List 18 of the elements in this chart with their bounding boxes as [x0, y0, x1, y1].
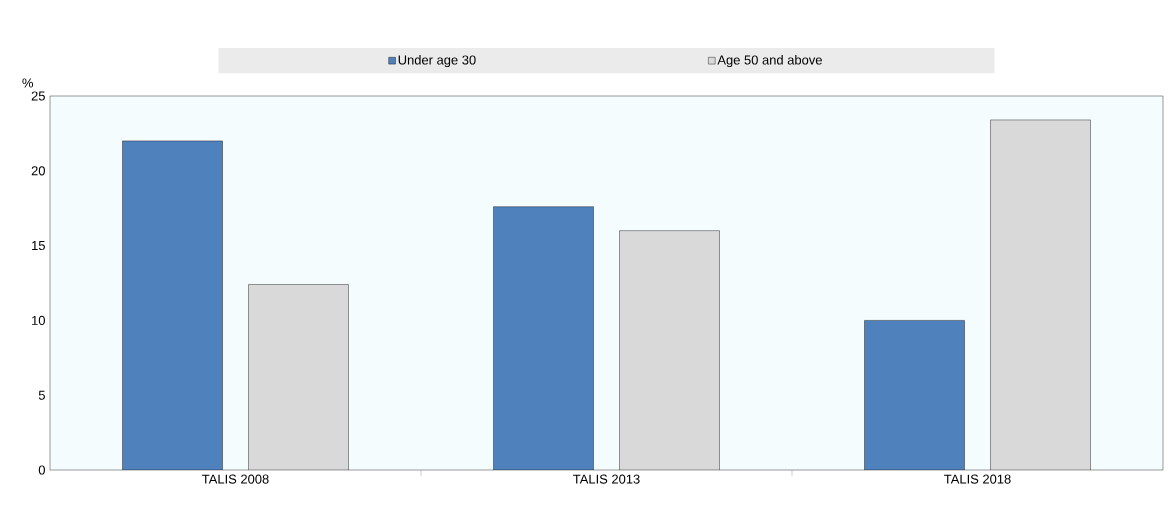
- y-tick-label: 5: [38, 390, 45, 400]
- y-tick-label: 20: [31, 166, 45, 176]
- x-tick-label: TALIS 2013: [573, 474, 640, 484]
- legend-label: Age 50 and above: [717, 55, 822, 68]
- x-tick-label: TALIS 2018: [944, 474, 1011, 484]
- bar: [248, 284, 349, 470]
- legend-label: Under age 30: [398, 55, 476, 68]
- bar: [864, 320, 965, 470]
- x-tick-label: TALIS 2008: [202, 474, 269, 484]
- y-tick-label: 25: [31, 91, 45, 101]
- y-axis-title: %: [22, 78, 34, 88]
- bar: [990, 119, 1091, 470]
- bar: [493, 206, 594, 470]
- y-tick-label: 0: [38, 465, 45, 475]
- y-tick-label: 10: [32, 315, 45, 325]
- bar: [122, 140, 223, 470]
- y-tick-label: 15: [32, 241, 45, 251]
- bar: [619, 230, 720, 470]
